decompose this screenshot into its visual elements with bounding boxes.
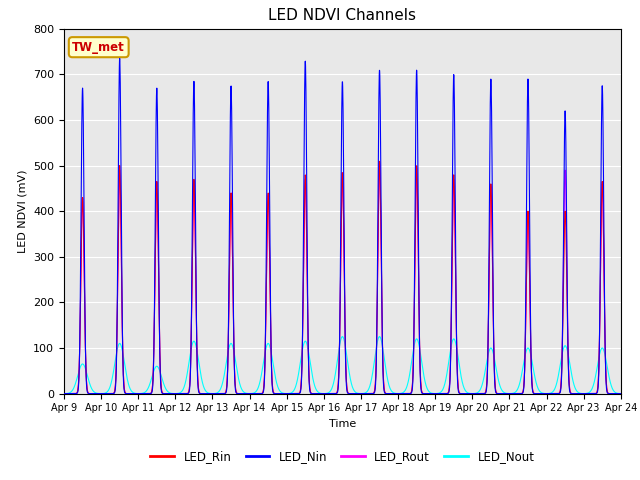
LED_Rin	[617, 391, 625, 396]
LED_Nin	[274, 391, 282, 396]
LED_Nin	[298, 368, 306, 374]
LED_Rout	[298, 371, 305, 376]
LED_Rin	[376, 158, 383, 164]
Line: LED_Rin: LED_Rin	[64, 161, 621, 394]
LED_Rin	[606, 391, 614, 396]
LED_Nout	[124, 377, 131, 383]
LED_Rin	[274, 391, 282, 396]
LED_Nin	[60, 391, 68, 396]
LED_Nout	[274, 383, 282, 389]
Line: LED_Rout: LED_Rout	[64, 164, 621, 394]
LED_Rout	[274, 391, 282, 396]
LED_Rout	[606, 391, 614, 396]
LED_Rout	[124, 391, 131, 396]
Legend: LED_Rin, LED_Nin, LED_Rout, LED_Nout: LED_Rin, LED_Nin, LED_Rout, LED_Nout	[146, 445, 539, 468]
LED_Nout	[376, 334, 383, 339]
LED_Nout	[617, 391, 625, 396]
LED_Rin	[157, 373, 164, 379]
LED_Nout	[546, 390, 554, 396]
LED_Nin	[124, 391, 132, 396]
LED_Rout	[157, 373, 164, 379]
LED_Rout	[546, 391, 554, 396]
LED_Nin	[116, 56, 124, 61]
LED_Rin	[546, 391, 554, 396]
LED_Nin	[157, 382, 164, 387]
LED_Rin	[60, 391, 68, 396]
X-axis label: Time: Time	[329, 419, 356, 429]
Y-axis label: LED NDVI (mV): LED NDVI (mV)	[17, 169, 28, 253]
LED_Rout	[60, 391, 68, 396]
LED_Nin	[606, 391, 614, 396]
LED_Rout	[376, 161, 383, 167]
Line: LED_Nout: LED_Nout	[64, 336, 621, 394]
LED_Nout	[298, 351, 305, 357]
LED_Rin	[124, 391, 131, 396]
LED_Nin	[617, 391, 625, 396]
LED_Nin	[546, 391, 554, 396]
LED_Rin	[298, 370, 305, 376]
Title: LED NDVI Channels: LED NDVI Channels	[268, 9, 417, 24]
Line: LED_Nin: LED_Nin	[64, 59, 621, 394]
LED_Nout	[606, 378, 614, 384]
LED_Nout	[60, 391, 68, 396]
LED_Nout	[157, 371, 164, 376]
LED_Rout	[617, 391, 625, 396]
Text: TW_met: TW_met	[72, 41, 125, 54]
